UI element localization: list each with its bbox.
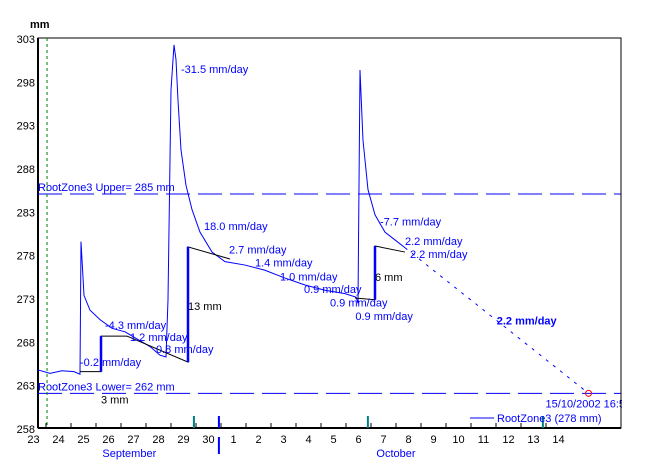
x-tick-label: 28 — [152, 434, 164, 446]
x-tick-label: 30 — [202, 434, 214, 446]
y-tick-label: 268 — [17, 337, 35, 349]
rate-annotation: 2.2 mm/day — [405, 236, 463, 248]
y-tick-label: 303 — [17, 34, 35, 46]
x-tick-label: 3 — [280, 434, 286, 446]
rate-annotation: 0.9 mm/day — [355, 311, 413, 323]
y-tick-label: 288 — [17, 164, 35, 176]
x-tick-label: 11 — [478, 434, 489, 446]
rate-annotation: 6 mm — [375, 272, 403, 284]
rate-annotation: -31.5 mm/day — [181, 64, 249, 76]
rate-annotation: 0.8 mm/day — [156, 344, 214, 356]
x-tick-label: 5 — [330, 434, 336, 446]
rate-annotation: -4.3 mm/day — [105, 320, 167, 332]
x-tick-label: 10 — [452, 434, 464, 446]
x-tick-label: 27 — [127, 434, 139, 446]
y-tick-label: 273 — [17, 294, 35, 306]
x-tick-label: 14 — [552, 434, 564, 446]
y-tick-label: 298 — [17, 77, 35, 89]
rate-annotation: 1.4 mm/day — [255, 258, 313, 270]
series-line — [37, 44, 406, 376]
plot-frame — [37, 37, 622, 429]
rate-annotation: 0.9 mm/day — [304, 284, 362, 296]
rate-annotation: 1.2 mm/day — [130, 332, 188, 344]
x-tick-label: 4 — [305, 434, 311, 446]
y-tick-label: 263 — [17, 381, 35, 393]
rate-annotation: 0.9 mm/day — [330, 298, 388, 310]
x-tick-label: 13 — [527, 434, 539, 446]
y-tick-label: 278 — [17, 251, 35, 263]
y-tick-label: 258 — [17, 424, 35, 436]
rate-annotation: 18.0 mm/day — [204, 221, 268, 233]
projection-target-marker — [585, 389, 593, 397]
x-tick-label: 2 — [255, 434, 261, 446]
rate-annotation: 2.2 mm/day — [410, 249, 468, 261]
x-tick-label: 24 — [52, 434, 64, 446]
rate-annotation: -0.2 mm/day — [80, 357, 142, 369]
x-tick-label: 6 — [355, 434, 361, 446]
x-tick-label: 29 — [177, 434, 189, 446]
y-tick-label: 283 — [17, 207, 35, 219]
projection-line — [404, 247, 589, 394]
right-margin — [622, 0, 659, 467]
x-tick-label: 25 — [77, 434, 89, 446]
rate-annotation: 3 mm — [101, 395, 129, 407]
reference-line-label: RootZone3 Upper= 285 mm — [38, 182, 175, 194]
month-label: October — [376, 448, 415, 460]
projection-rate-label: 2.2 mm/day — [497, 316, 558, 328]
x-tick-label: 12 — [502, 434, 514, 446]
y-tick-label: 293 — [17, 121, 35, 133]
legend-label: RootZone3 (278 mm) — [497, 413, 602, 425]
rate-annotation: 1.0 mm/day — [280, 271, 338, 283]
rate-annotation: 2.7 mm/day — [229, 244, 287, 256]
x-tick-label: 7 — [380, 434, 386, 446]
reference-line-label: RootZone3 Lower= 262 mm — [38, 381, 175, 393]
rate-annotation: -7.7 mm/day — [380, 217, 442, 229]
y-axis-unit-label: mm — [30, 19, 50, 31]
x-tick-label: 26 — [102, 434, 114, 446]
month-label: September — [102, 448, 156, 460]
x-tick-label: 1 — [230, 434, 236, 446]
x-tick-label: 8 — [405, 434, 411, 446]
rate-annotation: 13 mm — [188, 301, 222, 313]
x-tick-label: 9 — [430, 434, 436, 446]
projection-date-label: 15/10/2002 16:5 — [546, 398, 626, 410]
x-tick-label: 23 — [27, 434, 39, 446]
